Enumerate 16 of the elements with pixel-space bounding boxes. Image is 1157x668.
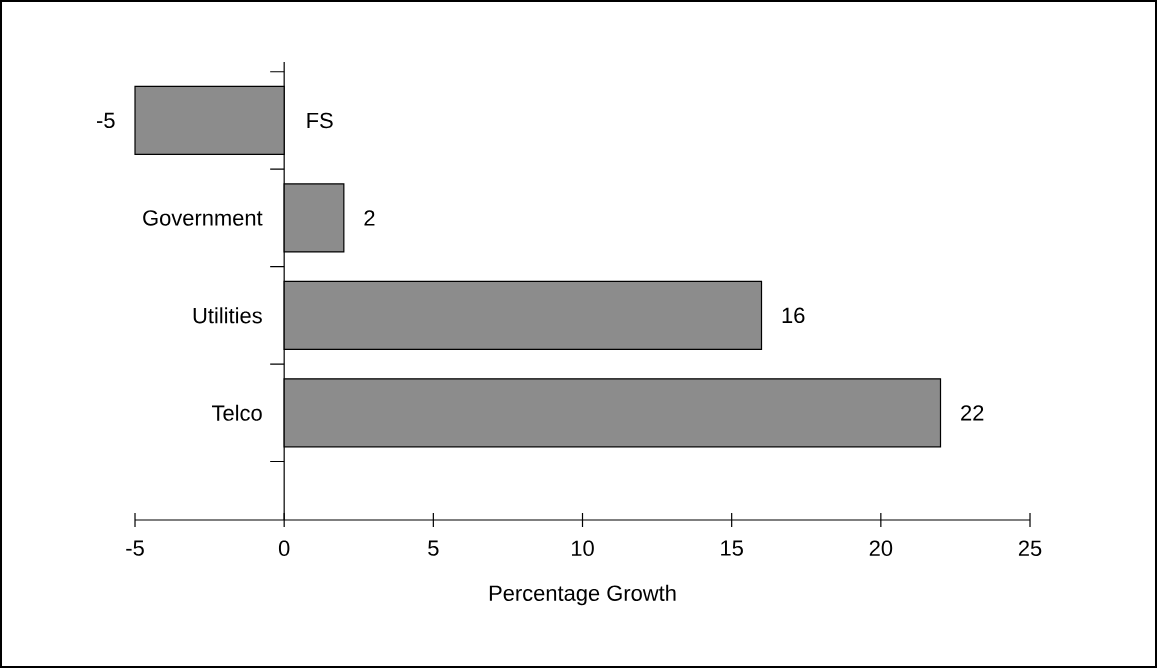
y-tick-label: FS <box>307 112 333 129</box>
data-label: 16 <box>782 307 805 324</box>
data-label: 2 <box>364 210 375 226</box>
x-tick-label: -5 <box>126 540 144 556</box>
x-axis-title: Percentage Growth <box>489 584 676 606</box>
x-tick-label: 15 <box>721 540 743 556</box>
y-tick-label: Telco <box>212 404 262 421</box>
y-tick-label: Utilities <box>193 307 262 324</box>
x-tick-label: 25 <box>1018 540 1042 557</box>
data-label: -5 <box>96 112 115 129</box>
x-tick-label: 20 <box>869 540 893 557</box>
y-tick-label: Government <box>143 210 263 226</box>
x-tick-label: 0 <box>278 540 290 557</box>
x-tick-label: 10 <box>571 540 594 557</box>
x-tick-label: 5 <box>428 540 439 556</box>
data-label: 22 <box>961 405 984 421</box>
